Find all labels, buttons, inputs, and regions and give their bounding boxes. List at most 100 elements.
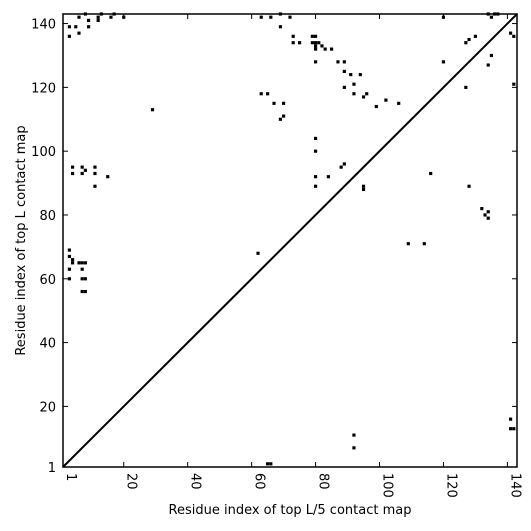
contact-point — [93, 165, 97, 169]
contact-point — [86, 18, 91, 22]
contact-point — [93, 184, 97, 188]
contact-point — [71, 165, 75, 169]
contact-point — [313, 149, 318, 153]
contact-point — [259, 92, 263, 96]
x-tick-label: 20 — [124, 473, 139, 490]
contact-point — [512, 82, 516, 86]
x-tick-label: 100 — [380, 473, 395, 498]
contact-point — [150, 108, 155, 112]
x-tick-label: 60 — [252, 473, 267, 490]
x-tick-label: 80 — [316, 473, 331, 490]
x-axis-label: Residue index of top L/5 contact map — [169, 503, 412, 518]
contact-point — [83, 168, 87, 172]
contact-point — [278, 25, 282, 29]
contact-point — [361, 187, 366, 192]
contact-point — [74, 25, 78, 29]
contact-point — [106, 175, 110, 179]
y-tick-label: 80 — [39, 209, 56, 224]
contact-point — [358, 73, 362, 77]
contact-point — [486, 216, 490, 220]
contact-point — [473, 34, 478, 38]
y-axis-label: Residue index of top L contact map — [14, 125, 29, 355]
contact-point — [509, 417, 513, 421]
contact-point — [489, 53, 494, 58]
contact-point — [422, 242, 426, 246]
contact-point — [313, 41, 318, 45]
contact-point — [342, 60, 346, 64]
contact-point — [310, 34, 314, 38]
contact-point — [259, 15, 263, 19]
contact-point — [278, 117, 282, 121]
x-tick-label: 120 — [443, 473, 458, 498]
contact-point — [467, 37, 471, 42]
contact-point — [486, 210, 490, 214]
contact-point — [464, 85, 468, 89]
contact-point — [266, 92, 270, 96]
contact-point — [80, 171, 84, 176]
contact-point — [67, 267, 71, 271]
contact-point — [486, 63, 490, 67]
contact-point — [86, 25, 91, 29]
contact-point — [269, 15, 273, 19]
contact-point — [509, 31, 513, 35]
contact-point — [67, 254, 71, 259]
contact-point — [313, 60, 318, 64]
contact-point — [429, 171, 433, 176]
contact-point — [352, 446, 356, 450]
plot-frame — [62, 13, 518, 468]
contact-point — [93, 171, 97, 176]
contact-point — [80, 165, 84, 169]
contact-point — [342, 162, 346, 166]
contact-point — [489, 15, 494, 19]
contact-point — [313, 175, 318, 179]
contact-point — [317, 41, 321, 45]
contact-point — [67, 248, 71, 252]
contact-point — [71, 261, 75, 265]
contact-point — [313, 44, 318, 48]
contact-point — [80, 267, 84, 271]
contact-point — [80, 277, 84, 281]
contact-point — [109, 15, 113, 19]
contact-point — [313, 34, 318, 38]
contact-point — [77, 31, 81, 35]
y-tick-label: 140 — [31, 18, 56, 33]
contact-point — [288, 15, 292, 19]
contact-point — [329, 47, 334, 51]
contact-point — [282, 114, 286, 118]
contact-point — [349, 73, 353, 77]
contact-point — [77, 15, 81, 19]
contact-point — [342, 85, 346, 89]
contact-point — [361, 95, 366, 99]
contact-point — [96, 18, 100, 22]
contact-point — [339, 165, 343, 169]
contact-point — [83, 261, 87, 265]
contact-point — [67, 25, 71, 29]
contact-point — [67, 277, 71, 281]
contact-point — [71, 171, 75, 176]
contact-point — [326, 175, 330, 179]
contact-point — [509, 427, 513, 431]
diagonal-line — [62, 13, 518, 468]
contact-point — [269, 462, 273, 466]
contact-point — [310, 41, 314, 45]
contact-point — [483, 213, 487, 217]
contact-point — [71, 258, 75, 262]
y-tick-label: 40 — [39, 337, 56, 352]
contact-point — [336, 60, 340, 64]
y-tick-label: 60 — [39, 273, 56, 288]
contact-point — [323, 47, 327, 51]
contact-point — [352, 433, 356, 437]
contact-point — [77, 261, 81, 265]
contact-point — [512, 34, 516, 38]
contact-point — [282, 101, 286, 105]
y-tick-label: 100 — [31, 145, 56, 160]
contact-point — [464, 41, 468, 45]
contact-point — [406, 242, 410, 246]
contact-point — [256, 251, 260, 255]
contact-point — [365, 92, 369, 96]
contact-point — [272, 101, 276, 105]
contact-point — [83, 289, 87, 294]
x-tick-label: 140 — [507, 473, 522, 498]
